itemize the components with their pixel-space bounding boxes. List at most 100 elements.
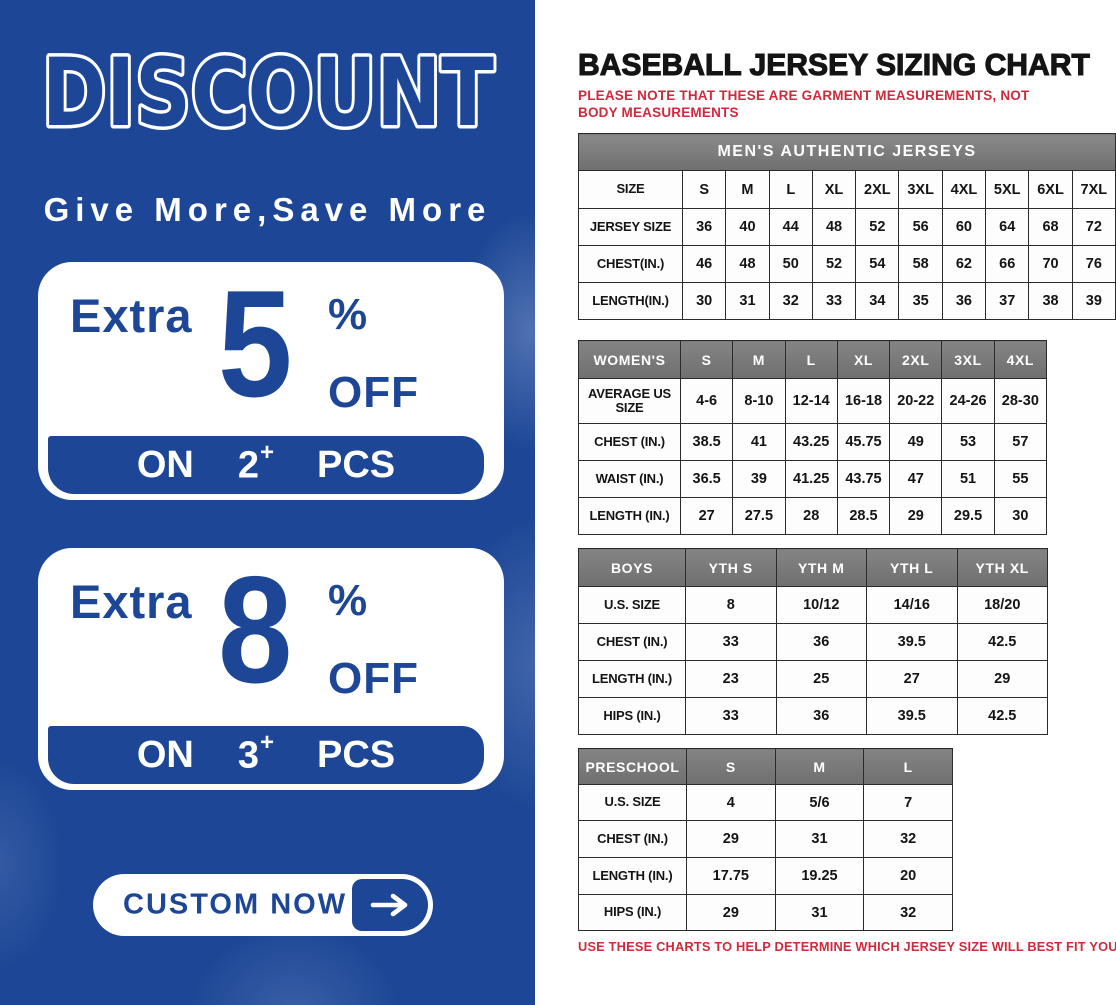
table-cell: 16-18 <box>836 378 891 424</box>
preschool-sizing-table: PRESCHOOL S M L U.S. SIZE 4 5/6 7 CHEST (IN.) 29 3… <box>578 748 953 931</box>
offer-percent-value: 8 <box>218 545 292 715</box>
table-cell: 49 <box>889 423 943 461</box>
table-cell: 42.5 <box>956 697 1048 735</box>
table-row: U.S. SIZE 8 10/12 14/16 18/20 <box>578 586 1048 624</box>
table-header-cell: YTH L <box>866 548 958 587</box>
table-row: CHEST (IN.) 38.5 41 43.25 45.75 49 53 57 <box>578 423 1048 461</box>
table-cell: 29.5 <box>941 497 995 535</box>
row-label-cell: LENGTH(IN.) <box>578 282 683 320</box>
pcs-label: PCS <box>317 733 396 776</box>
table-header-cell: 2XL <box>889 340 943 379</box>
table-cell: 51 <box>941 460 995 498</box>
table-cell: 36 <box>775 623 867 661</box>
table-cell: 76 <box>1071 245 1116 283</box>
table-header-cell: YTH M <box>775 548 867 587</box>
offer-condition-band: ON 3+ PCS <box>48 726 484 784</box>
custom-now-label: CUSTOM NOW <box>123 888 348 921</box>
table-header-cell: L <box>768 170 813 209</box>
table-cell: 17.75 <box>686 857 776 895</box>
table-row: BOYS YTH S YTH M YTH L YTH XL <box>578 548 1048 587</box>
table-cell: 20-22 <box>889 378 943 424</box>
table-cell: 33 <box>811 282 857 320</box>
percent-sign: % <box>328 576 368 625</box>
table-cell: 28.5 <box>836 497 891 535</box>
table-header-cell: WOMEN'S <box>578 340 681 379</box>
table-header-cell: YTH XL <box>956 548 1048 587</box>
table-cell: 32 <box>863 820 953 858</box>
table-cell: 55 <box>993 460 1048 498</box>
cta-arrow-area <box>352 879 428 931</box>
table-header-cell: 7XL <box>1071 170 1116 209</box>
table-cell: 33 <box>685 623 777 661</box>
table-cell: 28 <box>784 497 838 535</box>
table-row: LENGTH (IN.) 27 27.5 28 28.5 29 29.5 30 <box>578 497 1048 535</box>
table-cell: 58 <box>898 245 943 283</box>
off-label: OFF <box>328 368 419 417</box>
table-cell: 64 <box>985 208 1030 246</box>
offer-condition-band: ON 2+ PCS <box>48 436 484 494</box>
table-cell: 29 <box>956 660 1048 698</box>
discount-panel: DISCOUNT Give More,Save More Extra 5 % O… <box>0 0 535 1005</box>
table-header-cell: 5XL <box>985 170 1030 209</box>
offer-percent-off: % OFF <box>328 576 419 704</box>
table-header-cell: 3XL <box>898 170 943 209</box>
table-cell: 27 <box>866 660 958 698</box>
offer-prefix: Extra <box>70 575 193 628</box>
table-cell: 43.75 <box>836 460 891 498</box>
table-row: LENGTH(IN.) 30 31 32 33 34 35 36 37 38 39 <box>578 282 1116 320</box>
table-row: WOMEN'S S M L XL 2XL 3XL 4XL <box>578 340 1048 379</box>
plus-sign: + <box>259 438 274 466</box>
boys-sizing-table: BOYS YTH S YTH M YTH L YTH XL U.S. SIZE 8 10/12… <box>578 548 1048 735</box>
right-arrow-icon <box>370 893 408 917</box>
table-cell: 39 <box>1071 282 1116 320</box>
table-header-cell: 2XL <box>855 170 900 209</box>
row-label-cell: HIPS (IN.) <box>578 697 686 735</box>
table-cell: 30 <box>993 497 1048 535</box>
table-cell: 8 <box>685 586 777 624</box>
promo-subtitle: Give More,Save More <box>43 191 492 228</box>
row-label-cell: JERSEY SIZE <box>578 208 683 246</box>
womens-sizing-table: WOMEN'S S M L XL 2XL 3XL 4XL AVERAGE US SIZE 4-6 8… <box>578 340 1048 535</box>
table-header-cell: PRESCHOOL <box>578 748 687 785</box>
table-cell: 42.5 <box>956 623 1048 661</box>
table-cell: 45.75 <box>836 423 891 461</box>
table-cell: 38 <box>1028 282 1073 320</box>
table-cell: 27 <box>679 497 734 535</box>
table-cell: 47 <box>889 460 943 498</box>
off-label: OFF <box>328 654 419 703</box>
table-cell: 29 <box>686 820 776 858</box>
row-label-cell: U.S. SIZE <box>578 586 686 624</box>
table-row: CHEST(IN.) 46 48 50 52 54 58 62 66 70 76 <box>578 245 1116 283</box>
table-cell: 66 <box>985 245 1030 283</box>
table-cell: 12-14 <box>784 378 838 424</box>
table-header-cell: M <box>725 170 770 209</box>
table-cell: 20 <box>863 857 953 895</box>
pcs-label: PCS <box>317 443 396 486</box>
fit-advice-note: USE THESE CHARTS TO HELP DETERMINE WHICH… <box>578 939 1116 954</box>
row-label-cell: LENGTH (IN.) <box>578 497 681 535</box>
table-header-cell: S <box>681 170 727 209</box>
discount-headline-text: DISCOUNT <box>42 39 494 148</box>
table-header-cell: SIZE <box>578 170 683 209</box>
custom-now-button[interactable]: CUSTOM NOW <box>93 874 433 936</box>
table-cell: 37 <box>985 282 1030 320</box>
row-label-cell: WAIST (IN.) <box>578 460 681 498</box>
table-cell: 19.25 <box>774 857 865 895</box>
on-label: ON <box>136 733 194 776</box>
table-header-cell: L <box>863 748 953 785</box>
table-cell: 62 <box>941 245 987 283</box>
quantity-threshold: 3+ <box>237 728 274 777</box>
table-row: LENGTH (IN.) 23 25 27 29 <box>578 660 1048 698</box>
table-cell: 39.5 <box>866 697 958 735</box>
table-cell: 44 <box>768 208 813 246</box>
row-label-cell: CHEST (IN.) <box>578 423 681 461</box>
table-cell: 35 <box>898 282 943 320</box>
table-cell: 14/16 <box>866 586 958 624</box>
row-label-cell: LENGTH (IN.) <box>578 857 687 895</box>
table-cell: 40 <box>725 208 770 246</box>
table-cell: 72 <box>1071 208 1116 246</box>
offer-card-5-percent: Extra 5 % OFF ON 2+ PCS <box>38 262 504 500</box>
table-header-cell: YTH S <box>685 548 777 587</box>
table-cell: 31 <box>725 282 770 320</box>
table-cell: 48 <box>725 245 770 283</box>
